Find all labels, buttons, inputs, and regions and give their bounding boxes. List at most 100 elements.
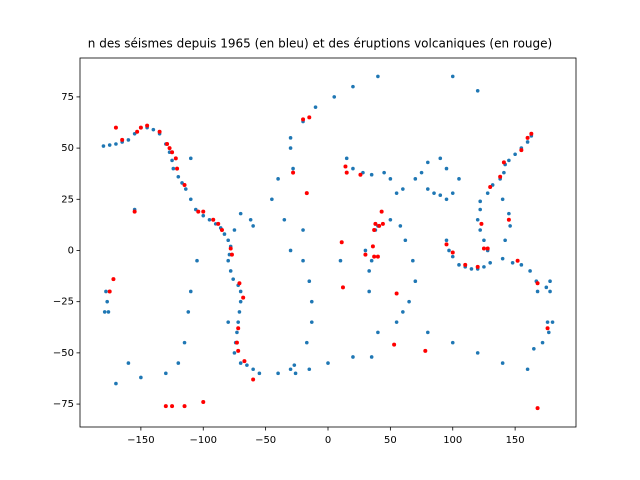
earthquake-point (245, 363, 249, 367)
earthquake-point (101, 144, 106, 148)
earthquake-point (367, 269, 371, 273)
volcano-point (375, 254, 380, 259)
earthquake-point (478, 199, 482, 204)
earthquake-point (482, 238, 486, 243)
volcano-point (479, 221, 484, 226)
earthquake-point (288, 367, 293, 372)
volcano-point (237, 281, 242, 286)
volcano-point (379, 209, 384, 214)
volcano-point (251, 377, 256, 382)
earthquake-point (488, 260, 492, 265)
y-tick-label: −75 (53, 399, 74, 410)
earthquake-point (222, 232, 227, 236)
earthquake-point (413, 279, 418, 284)
earthquake-point (151, 127, 156, 132)
earthquake-point (313, 105, 318, 109)
earthquake-point (475, 351, 480, 355)
earthquake-point (398, 224, 403, 228)
volcano-point (132, 209, 137, 214)
earthquake-point (450, 191, 455, 195)
earthquake-point (444, 238, 449, 243)
earthquake-point (547, 330, 551, 335)
earthquake-point (535, 289, 540, 294)
x-tick-label: −100 (190, 435, 217, 446)
earthquake-point (207, 217, 212, 222)
earthquake-point (288, 136, 293, 140)
y-tick-label: 50 (61, 143, 74, 154)
earthquake-point (544, 285, 549, 290)
earthquake-point (525, 140, 530, 144)
volcano-point (196, 209, 201, 214)
earthquake-point (369, 355, 374, 359)
volcano-point (216, 221, 221, 226)
x-tick-label: 0 (325, 435, 331, 446)
earthquake-point (238, 361, 243, 365)
earthquake-point (102, 310, 107, 314)
volcano-point (529, 131, 534, 136)
earthquake-point (407, 299, 411, 304)
earthquake-point (478, 207, 482, 212)
volcano-point (444, 242, 449, 247)
volcano-point (201, 400, 206, 405)
earthquake-point (507, 158, 511, 163)
earthquake-point (304, 340, 309, 345)
volcano-point (450, 250, 455, 255)
earthquake-point (237, 310, 242, 314)
earthquake-point (425, 330, 430, 335)
earthquake-point (482, 265, 486, 269)
earthquake-point (251, 367, 255, 372)
volcano-point (506, 217, 511, 222)
earthquake-point (248, 217, 253, 222)
earthquake-point (500, 197, 505, 202)
earthquake-point (231, 277, 235, 281)
earthquake-point (510, 260, 515, 265)
earthquake-point (183, 187, 188, 191)
volcano-point (377, 223, 382, 228)
earthquake-point (164, 371, 168, 376)
earthquake-point (394, 320, 399, 324)
volcano-point (229, 252, 234, 257)
volcano-point (135, 129, 140, 134)
y-tick-label: 25 (61, 194, 74, 205)
earthquake-point (307, 279, 312, 284)
earthquake-point (188, 197, 193, 202)
earthquake-point (106, 310, 111, 314)
earthquake-point (369, 172, 374, 177)
earthquake-point (469, 267, 474, 271)
earthquake-point (195, 258, 199, 263)
earthquake-point (288, 146, 293, 150)
earthquake-point (344, 156, 349, 161)
volcano-point (498, 174, 503, 179)
volcano-point (157, 129, 162, 134)
earthquake-point (475, 88, 480, 93)
volcano-point (242, 359, 247, 364)
volcano-point (423, 348, 428, 353)
earthquake-point (301, 228, 305, 232)
earthquake-point (388, 177, 393, 181)
volcano-point (339, 240, 344, 245)
earthquake-point (307, 367, 312, 372)
earthquake-point (413, 177, 418, 181)
earthquake-point (485, 191, 490, 195)
volcano-point (113, 125, 118, 130)
volcano-point (501, 160, 506, 165)
earthquake-point (540, 340, 545, 345)
earthquake-point (139, 375, 143, 380)
earthquake-point (545, 320, 550, 324)
earthquake-point (363, 248, 368, 253)
volcano-point (170, 150, 175, 155)
earthquake-point (502, 170, 506, 175)
earthquake-point (276, 371, 280, 376)
volcano-point (165, 142, 170, 147)
earthquake-point (367, 289, 371, 294)
volcano-point (241, 295, 246, 300)
volcano-point (301, 117, 306, 122)
earthquake-point (170, 158, 174, 163)
volcano-point (163, 404, 168, 409)
earthquake-point (369, 258, 374, 263)
volcano-point (373, 221, 378, 226)
earthquake-point (450, 74, 455, 79)
earthquake-point (186, 310, 191, 314)
earthquake-point (500, 256, 505, 261)
